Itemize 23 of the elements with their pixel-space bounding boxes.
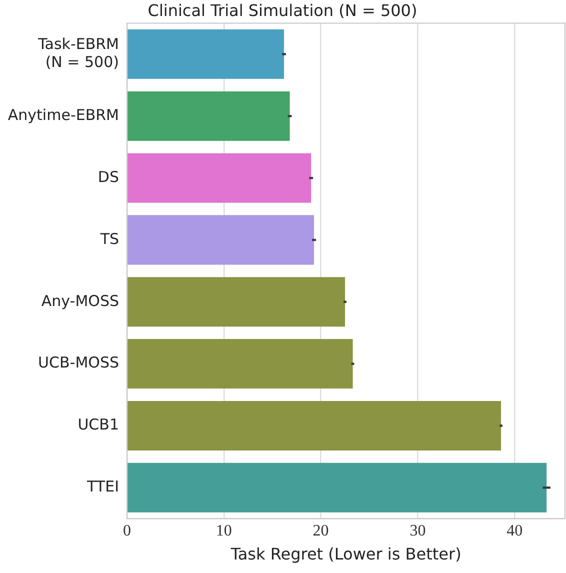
- y-tick-label: Task-EBRM (N = 500): [37, 35, 119, 72]
- bar: [128, 215, 314, 265]
- y-tick-label: Anytime-EBRM: [8, 106, 119, 124]
- y-tick-label: TTEI: [86, 478, 119, 496]
- bar: [128, 462, 547, 512]
- bar: [128, 91, 290, 141]
- x-tick-label: 40: [506, 522, 523, 540]
- x-tick-label: 0: [123, 522, 131, 540]
- y-tick-label: UCB-MOSS: [38, 354, 119, 372]
- bar: [128, 153, 312, 203]
- bar: [128, 277, 346, 327]
- x-tick-label: 20: [312, 522, 329, 540]
- y-tick-label: DS: [98, 168, 119, 186]
- y-tick-label: Any-MOSS: [41, 292, 119, 310]
- bar: [128, 29, 284, 79]
- bar: [128, 339, 353, 389]
- x-tick-label: 10: [216, 522, 232, 540]
- bar: [128, 400, 502, 450]
- chart-title: Clinical Trial Simulation (N = 500): [148, 0, 418, 20]
- y-tick-label: TS: [99, 230, 119, 248]
- x-tick-label: 30: [410, 522, 426, 540]
- y-tick-label: UCB1: [78, 416, 119, 434]
- x-axis-title: Task Regret (Lower is Better): [230, 544, 462, 564]
